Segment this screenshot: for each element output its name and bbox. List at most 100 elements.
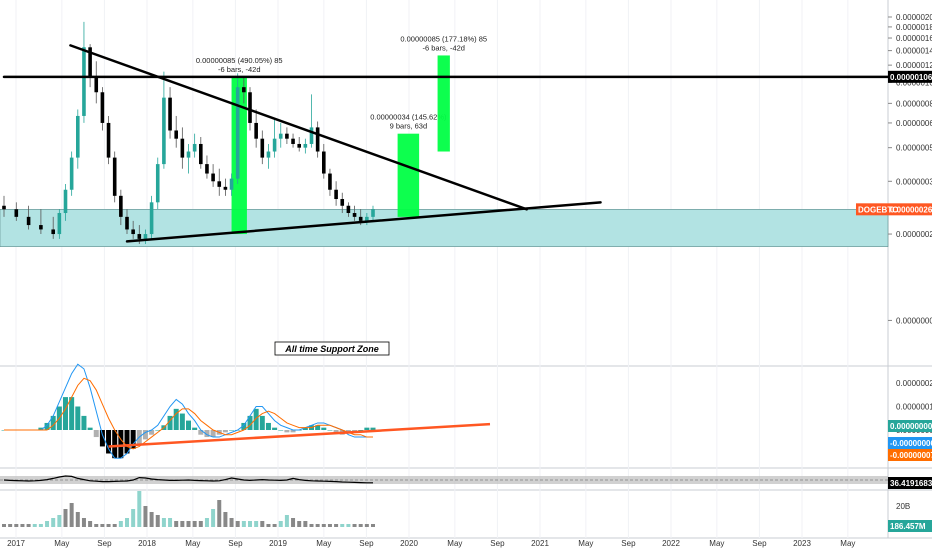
current-price-badge: 0.00000026 [890, 205, 932, 214]
time-tick-label: May [840, 539, 855, 548]
candle-body [217, 181, 222, 187]
trendlines[interactable] [2, 44, 890, 243]
macd-histogram-bar [44, 422, 50, 430]
time-tick-label: May [316, 539, 331, 548]
candle-body [260, 138, 265, 158]
volume-bar [192, 521, 197, 527]
macd-line-badge-bg [888, 437, 932, 449]
macd-histogram-bar [315, 425, 321, 430]
symbol-badge-bg [856, 203, 888, 216]
volume-bar [168, 518, 173, 527]
candle-body [322, 151, 326, 174]
volume-bar [358, 524, 363, 527]
volume-bar [229, 518, 234, 527]
time-tick-label: Sep [228, 539, 243, 548]
time-tick-label: 2019 [269, 539, 287, 548]
time-tick-label: Sep [621, 539, 636, 548]
candle-body [340, 199, 345, 206]
macd-histogram-bar [364, 427, 370, 430]
macd-histogram-bar [370, 427, 376, 430]
support-zone-label-box [274, 341, 390, 356]
volume-bar [149, 512, 154, 527]
macd-signal-badge: -0.00000007 [890, 451, 932, 460]
macd-histogram-bar [272, 427, 278, 430]
time-axis[interactable]: 2017 May Sep 2018 May Sep 2019 May Sep 2020 May Sep… [7, 539, 855, 548]
measurement-label: 0.00000085 (177.18%) 85 [400, 34, 487, 43]
measurement-label: -6 bars, -42d [218, 65, 261, 74]
volume-bar [26, 524, 31, 527]
price-tick-label: 0.00000008 [896, 316, 932, 325]
candle-body [266, 151, 271, 158]
candle-body [285, 133, 289, 139]
volume-bar [217, 500, 222, 527]
volume-bar [155, 515, 160, 527]
volume-bar [186, 521, 191, 527]
candle-body [303, 143, 308, 148]
macd-histogram-bar [333, 430, 339, 433]
candle-body [328, 173, 332, 190]
current-price-badge-bg [888, 203, 932, 216]
macd-histogram-bar [81, 415, 87, 430]
rsi-line [3, 475, 373, 484]
macd-histogram-bar [247, 415, 253, 430]
volume-bar [211, 509, 216, 527]
time-tick-label: May [578, 539, 593, 548]
time-tick-label: Sep [752, 539, 767, 548]
candle-body [51, 229, 55, 235]
rsi-badge-bg [888, 477, 932, 489]
candle-body [352, 213, 357, 217]
volume-bar [260, 521, 265, 527]
macd-histogram-bar [222, 430, 228, 433]
candle-body [211, 173, 215, 182]
macd-histogram-bar [124, 430, 130, 454]
volume-bar [334, 524, 339, 527]
candle-body [174, 130, 178, 139]
time-tick-label: Sep [490, 539, 505, 548]
volume-bar [131, 509, 136, 527]
volume-bar [51, 518, 56, 527]
volume-bar [364, 524, 369, 527]
resistance-price-badge: 0.00000106 [890, 73, 932, 82]
time-tick-label: 2021 [531, 539, 549, 548]
macd-histogram-bar [259, 415, 265, 430]
volume-bar [352, 524, 357, 527]
macd-histogram-bar [69, 397, 75, 430]
volume-bar [174, 521, 179, 527]
macd-line-badge: -0.00000006 [890, 439, 932, 448]
candle-body [100, 92, 105, 123]
candle-body [199, 143, 203, 165]
volume-bar [38, 524, 43, 527]
macd-histogram-bar [179, 413, 185, 430]
candle-body [94, 77, 99, 93]
volume-bar [112, 524, 117, 527]
time-tick-label: Sep [359, 539, 374, 548]
volume-bar [125, 518, 129, 527]
volume-bar [235, 521, 240, 527]
measurement-label: 9 bars, 63d [390, 122, 428, 131]
macd-histogram-bar [253, 408, 259, 430]
macd-histogram-bar [118, 430, 124, 459]
candle-body [131, 229, 135, 235]
time-tick-label: 2022 [662, 539, 680, 548]
macd-histogram-bar [210, 430, 216, 438]
volume-bar [106, 524, 111, 527]
macd-trendline[interactable] [108, 422, 491, 448]
ascending-support-line[interactable] [125, 201, 602, 243]
descending-resistance-line[interactable] [69, 44, 528, 211]
price-range-box [437, 55, 450, 152]
candle-body [119, 195, 123, 217]
macd-histogram-bar [358, 430, 364, 431]
candle-body [143, 234, 148, 239]
candle-body [192, 143, 197, 152]
macd-histogram-bar [87, 427, 93, 430]
macd-signal-badge-bg [888, 449, 932, 461]
volume-bar [321, 524, 326, 527]
macd-histogram-bar [278, 430, 284, 431]
volume-bar [45, 521, 50, 527]
macd-histogram-bar [229, 430, 235, 431]
volume-bar [75, 512, 80, 527]
